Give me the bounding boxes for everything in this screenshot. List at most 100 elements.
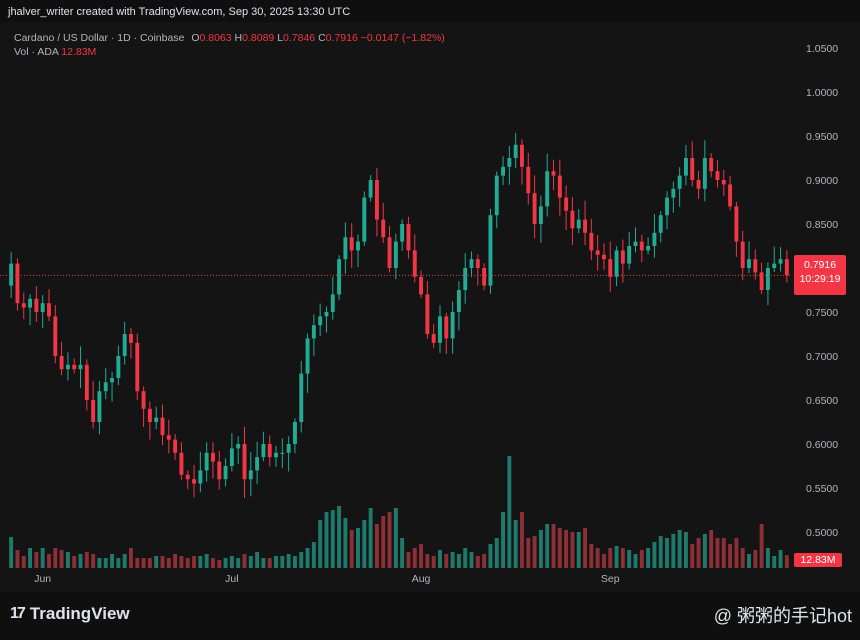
volume-bar [274,556,278,568]
volume-bar [677,530,682,568]
volume-bar [715,538,720,568]
candle-body [292,422,297,444]
volume-bar [513,520,518,568]
candle-body [103,382,108,392]
candle-body [78,364,83,370]
volume-bar [324,512,329,568]
candle-body [501,166,506,176]
candle-body [728,184,733,207]
volume-bar [53,548,58,568]
volume-bar [721,538,726,568]
volume-bar [475,556,480,568]
volume-bar [690,544,695,568]
candle-body [419,276,424,295]
candle-body [538,206,543,224]
candle-body [431,334,436,343]
volume-bar [192,556,196,568]
candle-body [683,158,688,176]
candle-body [652,232,657,246]
volume-bar [400,538,405,568]
candle-body [286,444,291,453]
footer-bar [0,592,860,640]
candle-body [356,241,360,251]
volume-bar [564,530,569,568]
y-tick-label: 0.9000 [806,175,838,187]
candle-body [229,448,234,466]
volume-bar [34,552,39,568]
candle-body [166,435,171,440]
volume-bar [538,530,543,568]
candle-body [343,237,348,260]
close-value: 0.7916 [325,32,358,44]
volume-bar [229,556,234,568]
volume-bar [305,548,310,568]
candle-body [602,254,606,260]
candle-body [40,303,45,312]
candle-body [242,444,247,480]
volume-bar [9,537,14,568]
volume-bar [381,516,386,568]
volume-bar [129,548,133,568]
candle-body [211,452,215,462]
candle-body [349,237,354,251]
candle-body [709,158,714,172]
ohlc-line: Cardano / US Dollar · 1D · Coinbase O0.8… [14,31,445,45]
volume-bar [501,512,506,568]
volume-bar [576,532,581,568]
candle-body [425,294,430,334]
chart-area[interactable]: 1.05001.00000.95000.90000.85000.80000.75… [0,22,860,592]
candle-body [784,259,789,276]
low-value: 0.7846 [283,32,316,44]
volume-bar [557,528,562,568]
open-value: 0.8063 [199,32,232,44]
volume-bar [97,558,102,568]
volume-bar [179,556,184,568]
candle-body [778,259,783,264]
y-tick-label: 1.0000 [806,87,838,99]
volume-bar [614,546,619,568]
high-key: H [234,32,243,44]
volume-bar [198,556,203,568]
candle-body [236,444,241,449]
volume-bar [28,548,33,568]
volume-bar [583,528,587,568]
candle-body [677,175,682,189]
volume-bar [412,548,417,568]
tradingview-brand: TradingView [29,604,130,623]
candle-body [135,342,140,392]
candle-body [255,457,260,471]
volume-bar [292,556,297,568]
candle-body [274,452,278,458]
candle-body [658,215,663,233]
candle-body [47,303,51,317]
volume-bar [349,530,354,568]
candle-body [702,158,707,189]
symbol-name[interactable]: Cardano / US Dollar · 1D · Coinbase [14,32,185,44]
candle-body [583,219,587,233]
volume-label[interactable]: Vol · ADA [14,46,59,58]
volume-bar [772,556,777,568]
candle-body [154,417,159,422]
chart-legend: Cardano / US Dollar · 1D · Coinbase O0.8… [14,31,445,59]
candle-body [337,259,342,295]
candle-body [444,316,449,339]
candle-body [740,241,745,268]
volume-bar [286,554,291,568]
candlestick-chart[interactable]: 1.05001.00000.95000.90000.85000.80000.75… [0,22,860,592]
volume-bar [21,556,26,568]
candle-body [494,175,499,216]
volume-bar [646,548,651,568]
volume-bar [135,558,140,568]
volume-bar [463,548,468,568]
candle-body [532,193,537,224]
volume-bar [406,552,411,568]
tradingview-logo[interactable]: 17 TradingView [10,604,130,624]
candle-body [381,219,386,238]
y-tick-label: 0.5000 [806,527,838,539]
volume-bar [419,544,424,568]
candle-body [450,312,455,339]
y-tick-label: 0.6500 [806,395,838,407]
volume-bar [211,558,215,568]
open-key: O [191,32,200,44]
volume-bar [78,554,83,568]
